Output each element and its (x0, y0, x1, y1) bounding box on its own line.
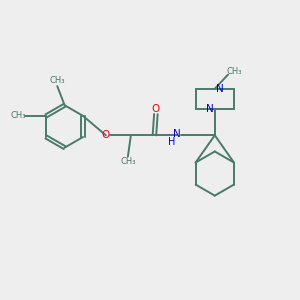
Text: CH₃: CH₃ (11, 111, 26, 120)
Text: O: O (102, 130, 110, 140)
Text: CH₃: CH₃ (120, 157, 136, 166)
Text: N: N (216, 84, 224, 94)
Text: CH₃: CH₃ (227, 67, 242, 76)
Text: O: O (152, 104, 160, 114)
Text: N: N (206, 104, 213, 114)
Text: H: H (168, 137, 176, 147)
Text: CH₃: CH₃ (50, 76, 65, 85)
Text: N: N (172, 129, 180, 139)
